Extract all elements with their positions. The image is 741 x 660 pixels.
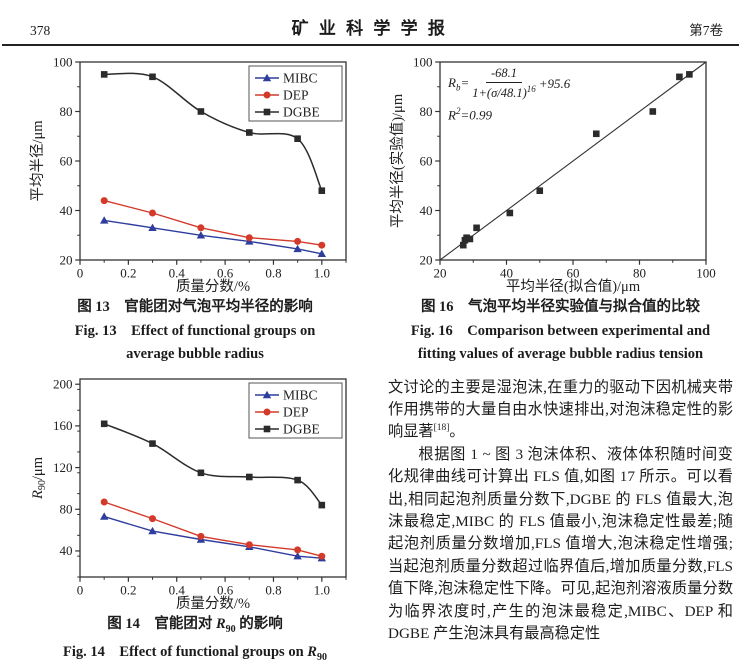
svg-text:100: 100: [696, 266, 716, 281]
r-squared-value: R2=0.99: [448, 106, 492, 123]
fig14-caption: 图 14 官能团对 R90 的影响 Fig. 14 Effect of func…: [28, 613, 362, 660]
svg-text:80: 80: [420, 104, 433, 119]
svg-text:60: 60: [420, 153, 433, 168]
svg-text:质量分数/%: 质量分数/%: [176, 278, 250, 294]
svg-text:80: 80: [60, 501, 73, 516]
body-text: 文讨论的主要是湿泡沫,在重力的驱动下因机械夹带作用携带的大量自由水快速排出,对泡…: [388, 377, 733, 646]
fig14-caption-cn: 图 14 官能团对 R90 的影响: [107, 615, 283, 635]
svg-text:40: 40: [60, 543, 73, 558]
fig14-chart: 0 0.2 0.4 0.6 0.8 1.0 40 80 120 160 200 质量分数/% R90/μ…: [28, 371, 360, 612]
equation-fraction: -68.1 1+(σ/48.1)16: [472, 66, 536, 101]
svg-text:MIBC: MIBC: [283, 71, 318, 86]
svg-text:R90/μm: R90/μm: [30, 456, 48, 500]
fit-equation: Rb= -68.1 1+(σ/48.1)16 +95.6 R2=0.99: [448, 66, 570, 123]
svg-text:1.0: 1.0: [314, 266, 330, 281]
svg-text:0.4: 0.4: [169, 582, 186, 597]
svg-text:0: 0: [77, 582, 84, 597]
fig16-svg: 20 40 60 80 100 20 40 60 80 100 平均半径(拟合值)/μm 平均半径(实…: [389, 54, 716, 295]
svg-text:200: 200: [53, 376, 73, 391]
two-column-layout: 0 0.2 0.4 0.6 0.8 1.0 20 40 60 80 100 质量分数/% 平均半径/μm…: [0, 54, 741, 660]
svg-text:平均半径/μm: 平均半径/μm: [29, 120, 46, 202]
left-column: 0 0.2 0.4 0.6 0.8 1.0 20 40 60 80 100 质量分数/% 平均半径/μm…: [28, 54, 362, 660]
svg-text:0.2: 0.2: [120, 582, 136, 597]
fig13-caption: 图 13 官能团对气泡平均半径的影响 Fig. 13 Effect of fun…: [28, 296, 362, 367]
svg-text:MIBC: MIBC: [283, 387, 318, 402]
svg-text:平均半径(拟合值)/μm: 平均半径(拟合值)/μm: [506, 278, 641, 294]
svg-text:1.0: 1.0: [314, 582, 330, 597]
svg-text:0.6: 0.6: [217, 266, 234, 281]
fig13-caption-en-line1: Fig. 13 Effect of functional groups on: [74, 322, 316, 339]
svg-text:0.8: 0.8: [265, 266, 281, 281]
svg-text:40: 40: [420, 203, 433, 218]
svg-text:质量分数/%: 质量分数/%: [176, 595, 250, 611]
fig14-caption-en: Fig. 14 Effect of functional groups on R…: [63, 643, 327, 660]
svg-text:DGBE: DGBE: [283, 105, 320, 120]
reference-mark: [18]: [433, 423, 450, 434]
volume-label: 第7卷: [689, 23, 723, 38]
svg-text:100: 100: [413, 54, 433, 69]
svg-text:120: 120: [53, 459, 73, 474]
svg-text:20: 20: [434, 266, 447, 281]
svg-text:0: 0: [77, 266, 84, 281]
svg-text:DEP: DEP: [283, 404, 309, 419]
svg-text:60: 60: [567, 266, 580, 281]
svg-text:0.8: 0.8: [265, 582, 281, 597]
journal-title: 矿 业 科 学 学 报: [291, 19, 448, 38]
right-column: 20 40 60 80 100 20 40 60 80 100 平均半径(拟合值)/μm 平均半径(实…: [388, 54, 733, 660]
svg-text:0.6: 0.6: [217, 582, 234, 597]
svg-text:20: 20: [60, 252, 73, 267]
fig13-chart: 0 0.2 0.4 0.6 0.8 1.0 20 40 60 80 100 质量分数/% 平均半径/μm…: [28, 54, 360, 295]
svg-text:DGBE: DGBE: [283, 421, 320, 436]
fig13-caption-en-line2: average bubble radius: [126, 346, 264, 362]
fig16-caption: 图 16 气泡平均半径实验值与拟合值的比较 Fig. 16 Comparison…: [388, 296, 733, 367]
svg-text:DEP: DEP: [283, 88, 309, 103]
svg-text:80: 80: [633, 266, 646, 281]
svg-text:40: 40: [60, 203, 73, 218]
fit-equation-formula: Rb= -68.1 1+(σ/48.1)16 +95.6: [448, 66, 571, 101]
svg-text:60: 60: [60, 153, 73, 168]
paragraph-1: 文讨论的主要是湿泡沫,在重力的驱动下因机械夹带作用携带的大量自由水快速排出,对泡…: [388, 378, 733, 441]
svg-text:80: 80: [60, 104, 73, 119]
page-number: 378: [30, 23, 51, 38]
svg-text:160: 160: [53, 418, 73, 433]
fig16-chart: 20 40 60 80 100 20 40 60 80 100 平均半径(拟合值)/μm 平均半径(实…: [388, 54, 720, 295]
svg-text:40: 40: [500, 266, 513, 281]
svg-text:100: 100: [53, 54, 73, 69]
fig16-caption-cn: 图 16 气泡平均半径实验值与拟合值的比较: [420, 299, 701, 315]
fig13-caption-cn: 图 13 官能团对气泡平均半径的影响: [77, 299, 313, 315]
svg-text:0.4: 0.4: [169, 266, 186, 281]
page-header: 378 矿 业 科 学 学 报 第7卷: [2, 0, 739, 46]
svg-text:0.2: 0.2: [120, 266, 136, 281]
paragraph-2: 根据图 1 ~ 图 3 泡沫体积、液体体积随时间变化规律曲线可计算出 FLS 值…: [388, 445, 733, 642]
svg-text:平均半径(实验值)/μm: 平均半径(实验值)/μm: [389, 93, 406, 228]
fig16-caption-en-line1: Fig. 16 Comparison between experimental …: [410, 322, 711, 339]
fig16-caption-en-line2: fitting values of average bubble radius …: [417, 346, 704, 362]
svg-text:20: 20: [420, 252, 433, 267]
fig13-svg: 0 0.2 0.4 0.6 0.8 1.0 20 40 60 80 100 质量分数/% 平均半径/μm…: [29, 54, 347, 295]
fig14-svg: 0 0.2 0.4 0.6 0.8 1.0 40 80 120 160 200 质量分数/% R90/μ…: [30, 376, 347, 612]
